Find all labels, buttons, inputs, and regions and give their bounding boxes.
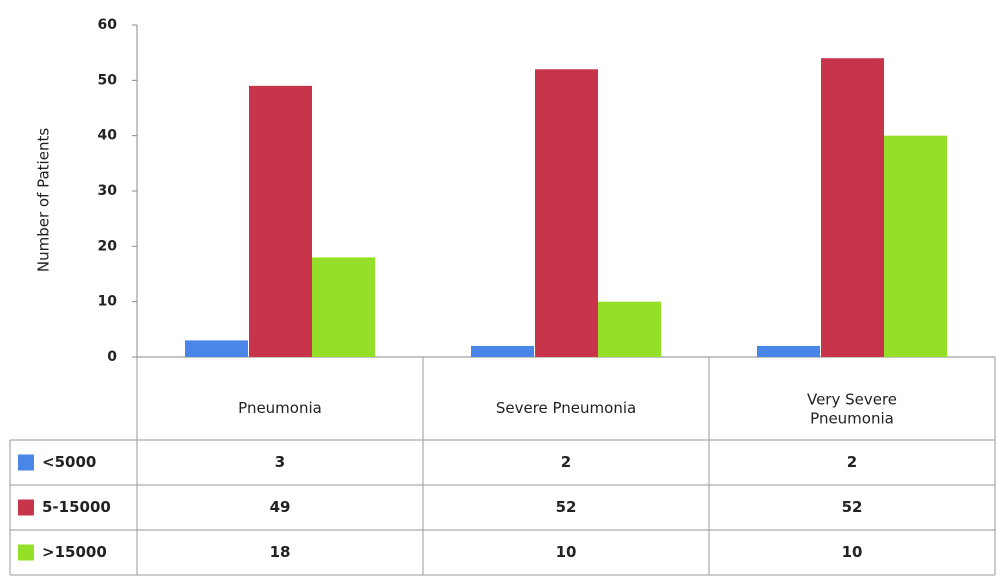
- y-tick-label: 20: [98, 238, 118, 254]
- table-cell-value: 52: [556, 498, 577, 516]
- bar-<5000-Very Severe Pneumonia: [757, 345, 820, 357]
- table-cell-value: 10: [556, 543, 577, 561]
- legend-label: <5000: [42, 453, 96, 471]
- y-tick-label: 40: [98, 128, 118, 144]
- table-cell-value: 49: [270, 498, 291, 516]
- y-axis-label: Number of Patients: [35, 128, 53, 272]
- y-tick-label: 10: [98, 294, 118, 310]
- legend-swatch: [18, 499, 34, 516]
- y-tick-label: 60: [98, 17, 118, 33]
- bar-5-15000-Severe Pneumonia: [535, 69, 598, 358]
- table-cell-value: 18: [270, 543, 291, 561]
- table-cell-value: 3: [275, 453, 285, 471]
- bar->15000-Very Severe Pneumonia: [884, 135, 947, 357]
- legend-label: >15000: [42, 543, 107, 561]
- legend-label: 5-15000: [42, 498, 111, 516]
- legend-swatch: [18, 544, 34, 561]
- table-cell-value: 2: [847, 453, 857, 471]
- y-tick-label: 30: [98, 183, 118, 199]
- bar-5-15000-Pneumonia: [249, 85, 312, 357]
- bar-5-15000-Very Severe Pneumonia: [821, 58, 884, 357]
- y-tick-label: 0: [107, 349, 117, 365]
- category-label: Very Severe Pneumonia: [807, 390, 897, 427]
- data-table: Pneumonia Severe Pneumonia Very Severe Pneu…: [9, 357, 996, 576]
- table-cell-value: 2: [561, 453, 571, 471]
- bar->15000-Severe Pneumonia: [598, 301, 661, 357]
- bars-layer: [185, 58, 947, 358]
- legend-swatch: [18, 454, 34, 471]
- category-label: Severe Pneumonia: [496, 399, 636, 417]
- bar->15000-Pneumonia: [312, 257, 375, 357]
- bar-<5000-Severe Pneumonia: [471, 345, 534, 357]
- category-label: Pneumonia: [238, 399, 322, 417]
- y-tick-label: 50: [98, 72, 118, 88]
- table-cell-value: 10: [842, 543, 863, 561]
- bar-<5000-Pneumonia: [185, 340, 248, 357]
- table-cell-value: 52: [842, 498, 863, 516]
